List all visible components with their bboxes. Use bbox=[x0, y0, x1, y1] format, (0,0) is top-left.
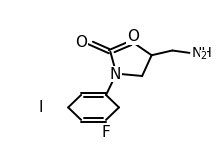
Text: I: I bbox=[38, 100, 43, 115]
Text: F: F bbox=[102, 125, 110, 140]
Text: O: O bbox=[75, 35, 87, 50]
Text: 2: 2 bbox=[201, 51, 207, 61]
Text: NH: NH bbox=[191, 46, 212, 60]
Text: N: N bbox=[110, 67, 121, 82]
Text: O: O bbox=[127, 29, 139, 44]
